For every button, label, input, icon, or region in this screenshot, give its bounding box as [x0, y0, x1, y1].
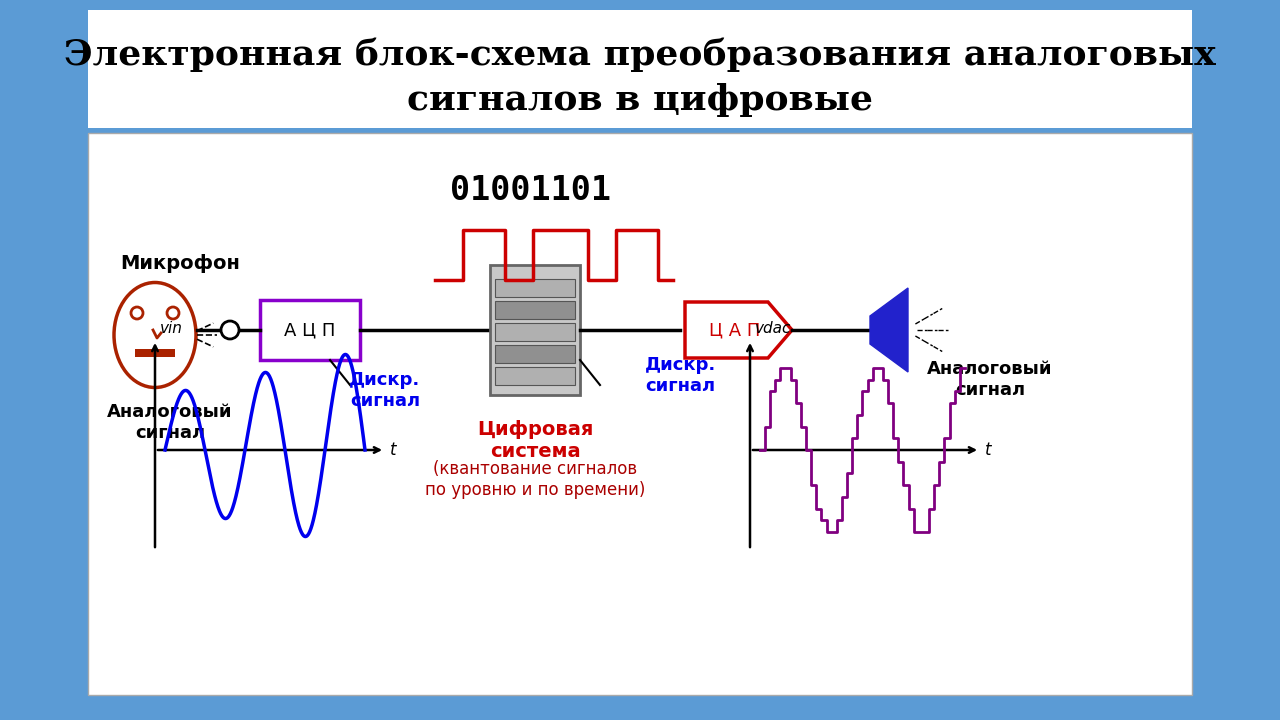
- FancyBboxPatch shape: [88, 133, 1192, 695]
- Text: 01001101: 01001101: [449, 174, 611, 207]
- Text: Дискр.
сигнал: Дискр. сигнал: [645, 356, 717, 395]
- Text: Микрофон: Микрофон: [120, 254, 239, 273]
- FancyBboxPatch shape: [490, 265, 580, 395]
- FancyBboxPatch shape: [260, 300, 360, 360]
- Polygon shape: [870, 288, 908, 372]
- Text: Ц А П: Ц А П: [709, 321, 760, 339]
- Bar: [134, 349, 175, 357]
- Text: А Ц П: А Ц П: [284, 321, 335, 339]
- Text: Дискр.
сигнал: Дискр. сигнал: [349, 372, 421, 410]
- Bar: [495, 301, 575, 319]
- Bar: [495, 323, 575, 341]
- FancyBboxPatch shape: [88, 10, 1192, 128]
- Circle shape: [221, 321, 239, 339]
- Bar: [495, 345, 575, 363]
- Text: (квантование сигналов
по уровню и по времени): (квантование сигналов по уровню и по вре…: [425, 460, 645, 499]
- Text: Аналоговый
сигнал: Аналоговый сигнал: [927, 360, 1052, 399]
- Text: Электронная блок-схема преобразования аналоговых: Электронная блок-схема преобразования ан…: [64, 37, 1216, 72]
- Text: t: t: [986, 441, 992, 459]
- Text: t: t: [390, 441, 397, 459]
- Bar: [495, 279, 575, 297]
- Bar: [495, 367, 575, 385]
- Polygon shape: [685, 302, 792, 358]
- Text: сигналов в цифровые: сигналов в цифровые: [407, 83, 873, 117]
- Text: vdac: vdac: [755, 321, 791, 336]
- Text: vin: vin: [160, 321, 183, 336]
- Text: Аналоговый
сигнал: Аналоговый сигнал: [108, 403, 233, 442]
- Text: Цифровая
система: Цифровая система: [477, 420, 593, 461]
